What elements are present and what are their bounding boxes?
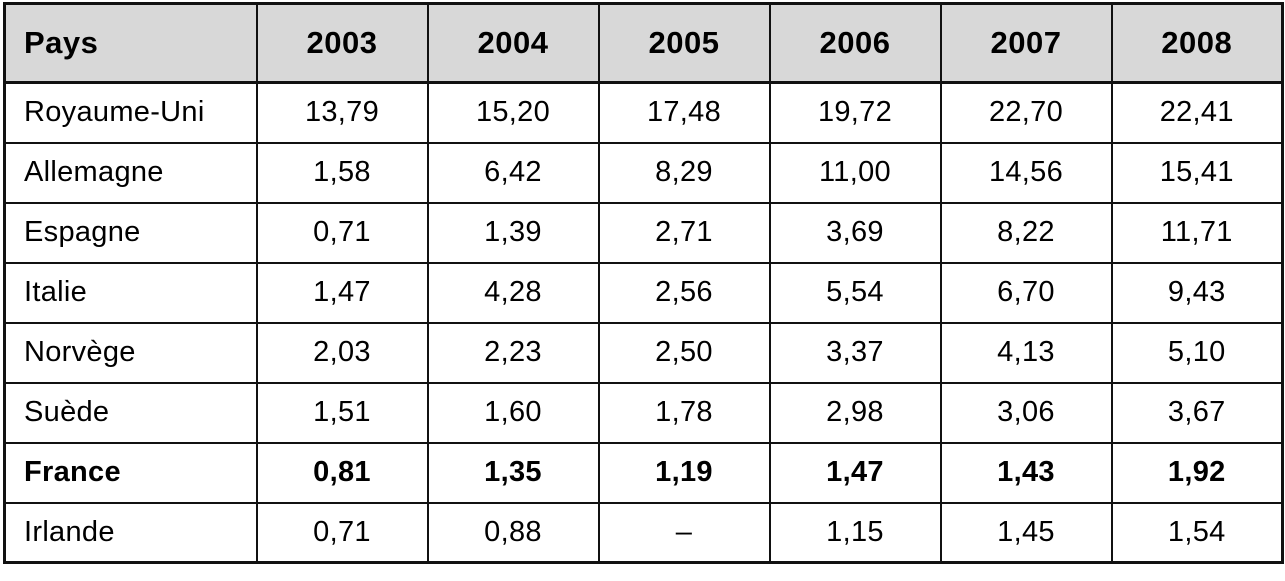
value-cell: 1,51 [255, 381, 429, 444]
table-row-royaume-uni: Royaume-Uni 13,79 15,20 17,48 19,72 22,7… [3, 81, 1284, 144]
value-cell: 1,54 [1110, 501, 1284, 564]
value-cell: 1,58 [255, 141, 429, 204]
value-cell: 4,13 [939, 321, 1113, 384]
value-cell: 0,71 [255, 501, 429, 564]
value-cell: 0,71 [255, 201, 429, 264]
header-row: Pays 2003 2004 2005 2006 2007 2008 [3, 2, 1284, 84]
value-cell: 1,19 [597, 441, 771, 504]
table-row-norvege: Norvège 2,03 2,23 2,50 3,37 4,13 5,10 [3, 321, 1284, 384]
value-cell: 19,72 [768, 81, 942, 144]
value-cell: 0,88 [426, 501, 600, 564]
value-cell: 1,35 [426, 441, 600, 504]
value-cell: 1,39 [426, 201, 600, 264]
value-cell: 2,03 [255, 321, 429, 384]
column-header-pays: Pays [3, 2, 258, 84]
value-cell: 0,81 [255, 441, 429, 504]
value-cell: 15,20 [426, 81, 600, 144]
value-cell: 3,67 [1110, 381, 1284, 444]
value-cell: 8,29 [597, 141, 771, 204]
value-cell: 17,48 [597, 81, 771, 144]
value-cell: 3,06 [939, 381, 1113, 444]
value-cell: 14,56 [939, 141, 1113, 204]
country-cell: Royaume-Uni [3, 81, 258, 144]
value-cell: 13,79 [255, 81, 429, 144]
column-header-2004: 2004 [426, 2, 600, 84]
value-cell: 22,41 [1110, 81, 1284, 144]
value-cell: 2,71 [597, 201, 771, 264]
country-cell: Suède [3, 381, 258, 444]
value-cell: 1,92 [1110, 441, 1284, 504]
value-cell: 11,71 [1110, 201, 1284, 264]
table-row-irlande: Irlande 0,71 0,88 – 1,15 1,45 1,54 [3, 501, 1284, 564]
country-cell: Norvège [3, 321, 258, 384]
value-cell: 1,47 [768, 441, 942, 504]
value-cell: 22,70 [939, 81, 1113, 144]
value-cell: 8,22 [939, 201, 1113, 264]
value-cell: 1,43 [939, 441, 1113, 504]
table-body: Royaume-Uni 13,79 15,20 17,48 19,72 22,7… [3, 81, 1284, 564]
value-cell: – [597, 501, 771, 564]
value-cell: 15,41 [1110, 141, 1284, 204]
column-header-2008: 2008 [1110, 2, 1284, 84]
country-year-data-table: Pays 2003 2004 2005 2006 2007 2008 Royau… [3, 2, 1284, 564]
table-row-espagne: Espagne 0,71 1,39 2,71 3,69 8,22 11,71 [3, 201, 1284, 264]
table-row-allemagne: Allemagne 1,58 6,42 8,29 11,00 14,56 15,… [3, 141, 1284, 204]
value-cell: 1,15 [768, 501, 942, 564]
value-cell: 5,10 [1110, 321, 1284, 384]
value-cell: 6,70 [939, 261, 1113, 324]
table-frame: Pays 2003 2004 2005 2006 2007 2008 Royau… [3, 2, 1284, 564]
value-cell: 4,28 [426, 261, 600, 324]
country-cell: Italie [3, 261, 258, 324]
value-cell: 2,50 [597, 321, 771, 384]
country-cell: Irlande [3, 501, 258, 564]
value-cell: 2,98 [768, 381, 942, 444]
value-cell: 6,42 [426, 141, 600, 204]
value-cell: 1,45 [939, 501, 1113, 564]
column-header-2003: 2003 [255, 2, 429, 84]
value-cell: 1,78 [597, 381, 771, 444]
table-header: Pays 2003 2004 2005 2006 2007 2008 [3, 2, 1284, 84]
value-cell: 9,43 [1110, 261, 1284, 324]
table-row-suede: Suède 1,51 1,60 1,78 2,98 3,06 3,67 [3, 381, 1284, 444]
value-cell: 1,60 [426, 381, 600, 444]
value-cell: 5,54 [768, 261, 942, 324]
value-cell: 3,69 [768, 201, 942, 264]
column-header-2007: 2007 [939, 2, 1113, 84]
country-cell: Espagne [3, 201, 258, 264]
value-cell: 2,23 [426, 321, 600, 384]
value-cell: 11,00 [768, 141, 942, 204]
country-cell: Allemagne [3, 141, 258, 204]
column-header-2006: 2006 [768, 2, 942, 84]
value-cell: 1,47 [255, 261, 429, 324]
value-cell: 3,37 [768, 321, 942, 384]
value-cell: 2,56 [597, 261, 771, 324]
country-cell: France [3, 441, 258, 504]
column-header-2005: 2005 [597, 2, 771, 84]
table-row-france: France 0,81 1,35 1,19 1,47 1,43 1,92 [3, 441, 1284, 504]
table-row-italie: Italie 1,47 4,28 2,56 5,54 6,70 9,43 [3, 261, 1284, 324]
